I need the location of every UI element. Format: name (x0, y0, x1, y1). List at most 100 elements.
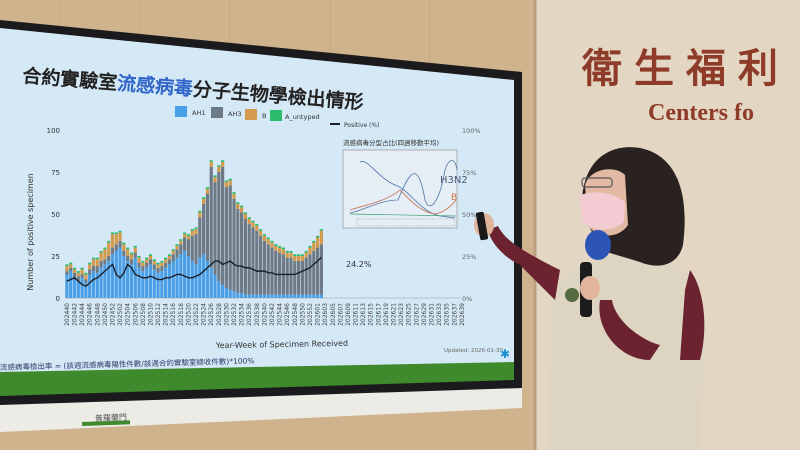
bar-ah1 (194, 264, 198, 298)
bar-b (129, 254, 134, 260)
bar-a_untyped (304, 250, 308, 253)
bar-ah3 (217, 172, 221, 282)
bar-ah1 (205, 261, 210, 298)
bar-a_untyped (221, 160, 225, 162)
bar-b (308, 247, 312, 255)
y-tick-label: 75 (51, 169, 60, 177)
bar-ah3 (277, 252, 282, 295)
bar-a_untyped (148, 254, 153, 256)
bar-ah1 (198, 257, 202, 298)
bar-b (107, 242, 111, 256)
bar-ah1 (148, 264, 153, 298)
bar-a_untyped (69, 262, 73, 265)
bar-ah1 (232, 291, 236, 298)
bar-b (217, 166, 221, 172)
bar-ah3 (293, 261, 297, 295)
inset-x-ticks (356, 218, 456, 227)
bar-a_untyped (217, 165, 221, 167)
bar-b (76, 272, 80, 277)
x-tick-label: 202534 (239, 303, 246, 326)
bar-a_untyped (160, 261, 164, 263)
bar-ah3 (69, 267, 73, 272)
x-tick-label: 202621 (391, 303, 398, 326)
bar-ah3 (156, 267, 160, 273)
bar-a_untyped (319, 229, 323, 231)
bar-ah1 (76, 281, 80, 298)
bar-b (156, 264, 160, 268)
bar-ah1 (304, 294, 308, 298)
bar-ah3 (183, 237, 187, 251)
wood-grain (59, 0, 431, 70)
x-tick-label: 202532 (231, 303, 238, 326)
y2-axis-ticks: 0% 25% 50% 75% 100% (462, 127, 481, 303)
bar-b (300, 256, 304, 262)
bezel-brand-label: 普羅蘭門 (95, 412, 127, 423)
bar-ah3 (107, 256, 111, 262)
bar-ah3 (141, 266, 145, 272)
bar-a_untyped (122, 242, 126, 245)
bar-ah1 (259, 294, 263, 298)
bar-ah1 (315, 294, 320, 298)
legend-swatch-ah3 (211, 107, 223, 118)
x-tick-label: 202617 (375, 303, 382, 326)
bar-ah3 (266, 244, 270, 295)
x-tick-label: 202446 (87, 303, 94, 326)
x-tick-label: 202504 (125, 303, 132, 326)
x-tick-label: 202530 (223, 303, 230, 326)
microphone-head (585, 230, 611, 260)
bar-ah1 (118, 247, 122, 298)
bar-b (247, 219, 251, 225)
y-tick-label: 50 (51, 211, 60, 219)
bar-ah1 (209, 267, 213, 298)
x-tick-label: 202611 (353, 303, 360, 326)
bar-b (277, 247, 282, 253)
x-axis-ticks: 202440 202442 202444 202446 202448 202450 2024… (64, 303, 466, 326)
x-tick-label: 202508 (140, 303, 147, 326)
x-tick-label: 202625 (406, 303, 413, 326)
bar-ah3 (122, 250, 126, 256)
bar-ah3 (152, 264, 156, 270)
x-tick-label: 202540 (261, 303, 268, 326)
bar-b (270, 242, 274, 248)
bar-a_untyped (80, 267, 84, 270)
bar-a_untyped (274, 244, 278, 246)
bar-a_untyped (110, 232, 115, 235)
bar-ah3 (103, 259, 107, 265)
bar-b (152, 261, 156, 265)
bar-ah1 (137, 267, 141, 298)
bar-ah3 (65, 271, 69, 275)
bar-ah1 (281, 294, 285, 298)
bar-a_untyped (202, 197, 206, 199)
y2-tick-label: 25% (462, 253, 476, 261)
bar-ah1 (224, 287, 229, 298)
bar-ah3 (259, 235, 263, 295)
bar-ah1 (107, 261, 111, 298)
slide-footer-band (0, 362, 514, 396)
bar-ah1 (243, 294, 248, 298)
bar-a_untyped (247, 217, 251, 220)
bar-ah1 (308, 294, 312, 298)
bar-ah1 (72, 277, 77, 298)
legend-label-a-untyped: A_untyped (285, 113, 320, 121)
x-tick-label: 202526 (208, 303, 215, 326)
bar-ah3 (319, 244, 323, 295)
bar-ah1 (277, 294, 282, 298)
bar-a_untyped (251, 220, 255, 223)
bar-a_untyped (296, 254, 301, 256)
bar-ah3 (274, 250, 278, 295)
wall-sign-english: Centers fo (648, 100, 754, 126)
x-tick-label: 202520 (185, 303, 192, 326)
bar-ah1 (183, 250, 187, 298)
legend-label-ah1: AH1 (192, 109, 205, 117)
bar-ah3 (137, 262, 141, 268)
bar-ah1 (179, 254, 183, 298)
bar-a_untyped (91, 257, 96, 260)
bar-b (164, 259, 168, 263)
bar-b (72, 269, 77, 273)
x-axis-title: Year-Week of Specimen Received (215, 339, 348, 350)
stacked-bars (65, 160, 323, 298)
y-tick-label: 25 (51, 253, 60, 261)
bar-ah3 (110, 247, 115, 255)
bar-a_untyped (205, 187, 210, 189)
x-tick-label: 202637 (451, 303, 458, 326)
